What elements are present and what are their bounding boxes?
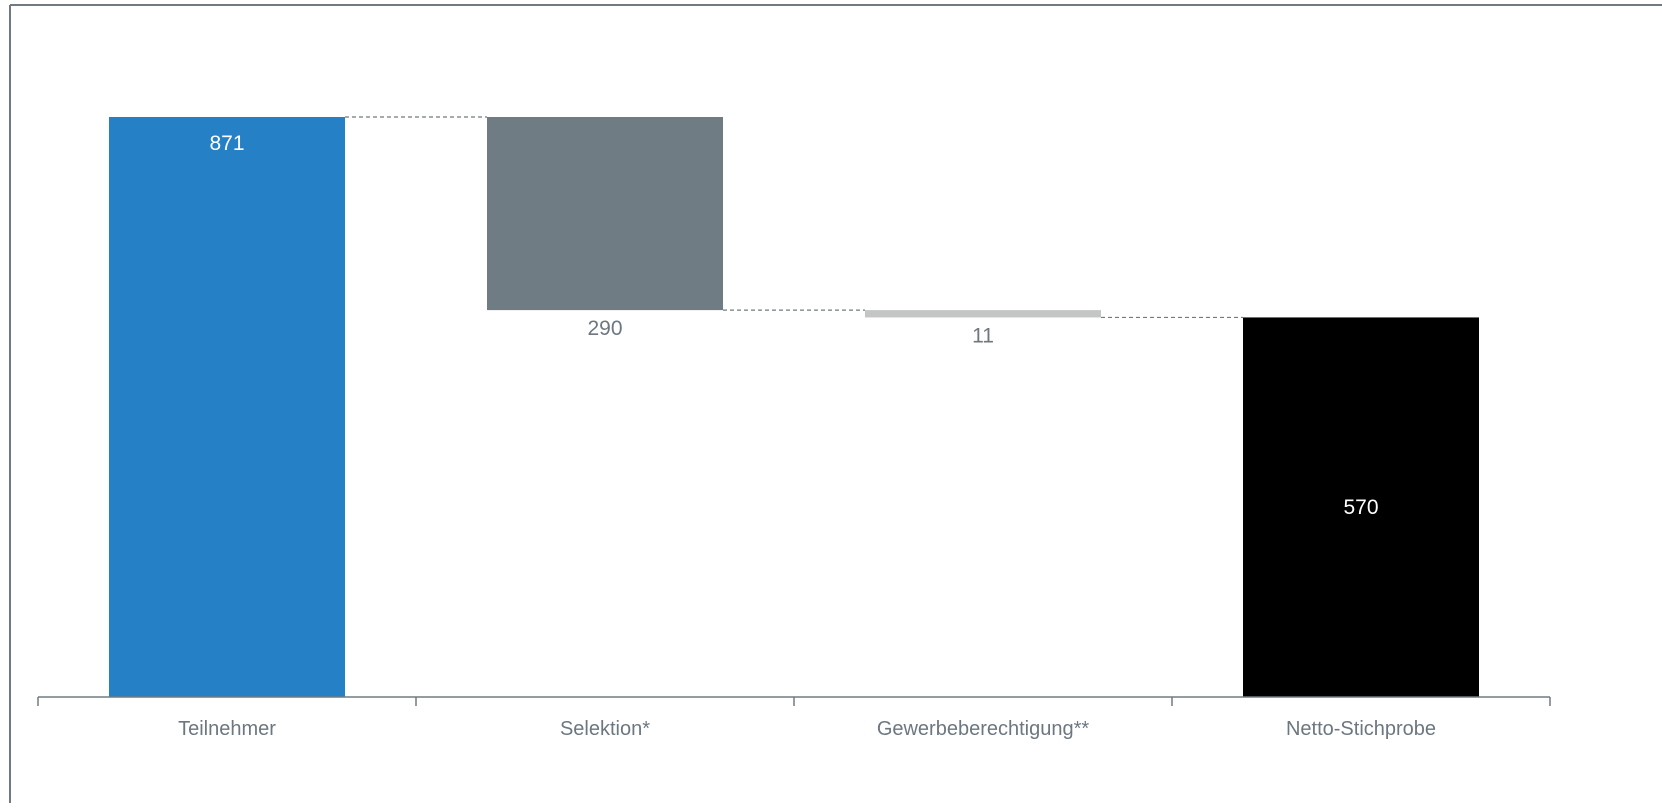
value-labels: 871 290 11 570 (209, 132, 1378, 519)
bar-teilnehmer (109, 117, 345, 697)
x-axis-ticks (37, 697, 1551, 706)
bars (109, 117, 1479, 697)
value-label-selektion: 290 (587, 317, 622, 340)
x-tick-label-teilnehmer: Teilnehmer (178, 718, 276, 740)
value-label-teilnehmer: 871 (209, 132, 244, 155)
bar-netto-stichprobe (1243, 317, 1479, 697)
connector-lines (345, 116, 1243, 319)
value-label-netto-stichprobe: 570 (1343, 496, 1378, 519)
x-tick-label-gewerbeberechtigung: Gewerbeberechtigung** (877, 718, 1090, 740)
x-tick-label-selektion: Selektion* (560, 718, 650, 740)
x-axis-tick-labels: Teilnehmer Selektion* Gewerbeberechtigung*… (178, 718, 1436, 740)
x-tick-label-netto-stichprobe: Netto-Stichprobe (1286, 718, 1436, 740)
value-label-gewerbeberechtigung: 11 (972, 324, 994, 347)
bar-selektion (487, 117, 723, 311)
bar-gewerbeberechtigung (865, 310, 1101, 318)
